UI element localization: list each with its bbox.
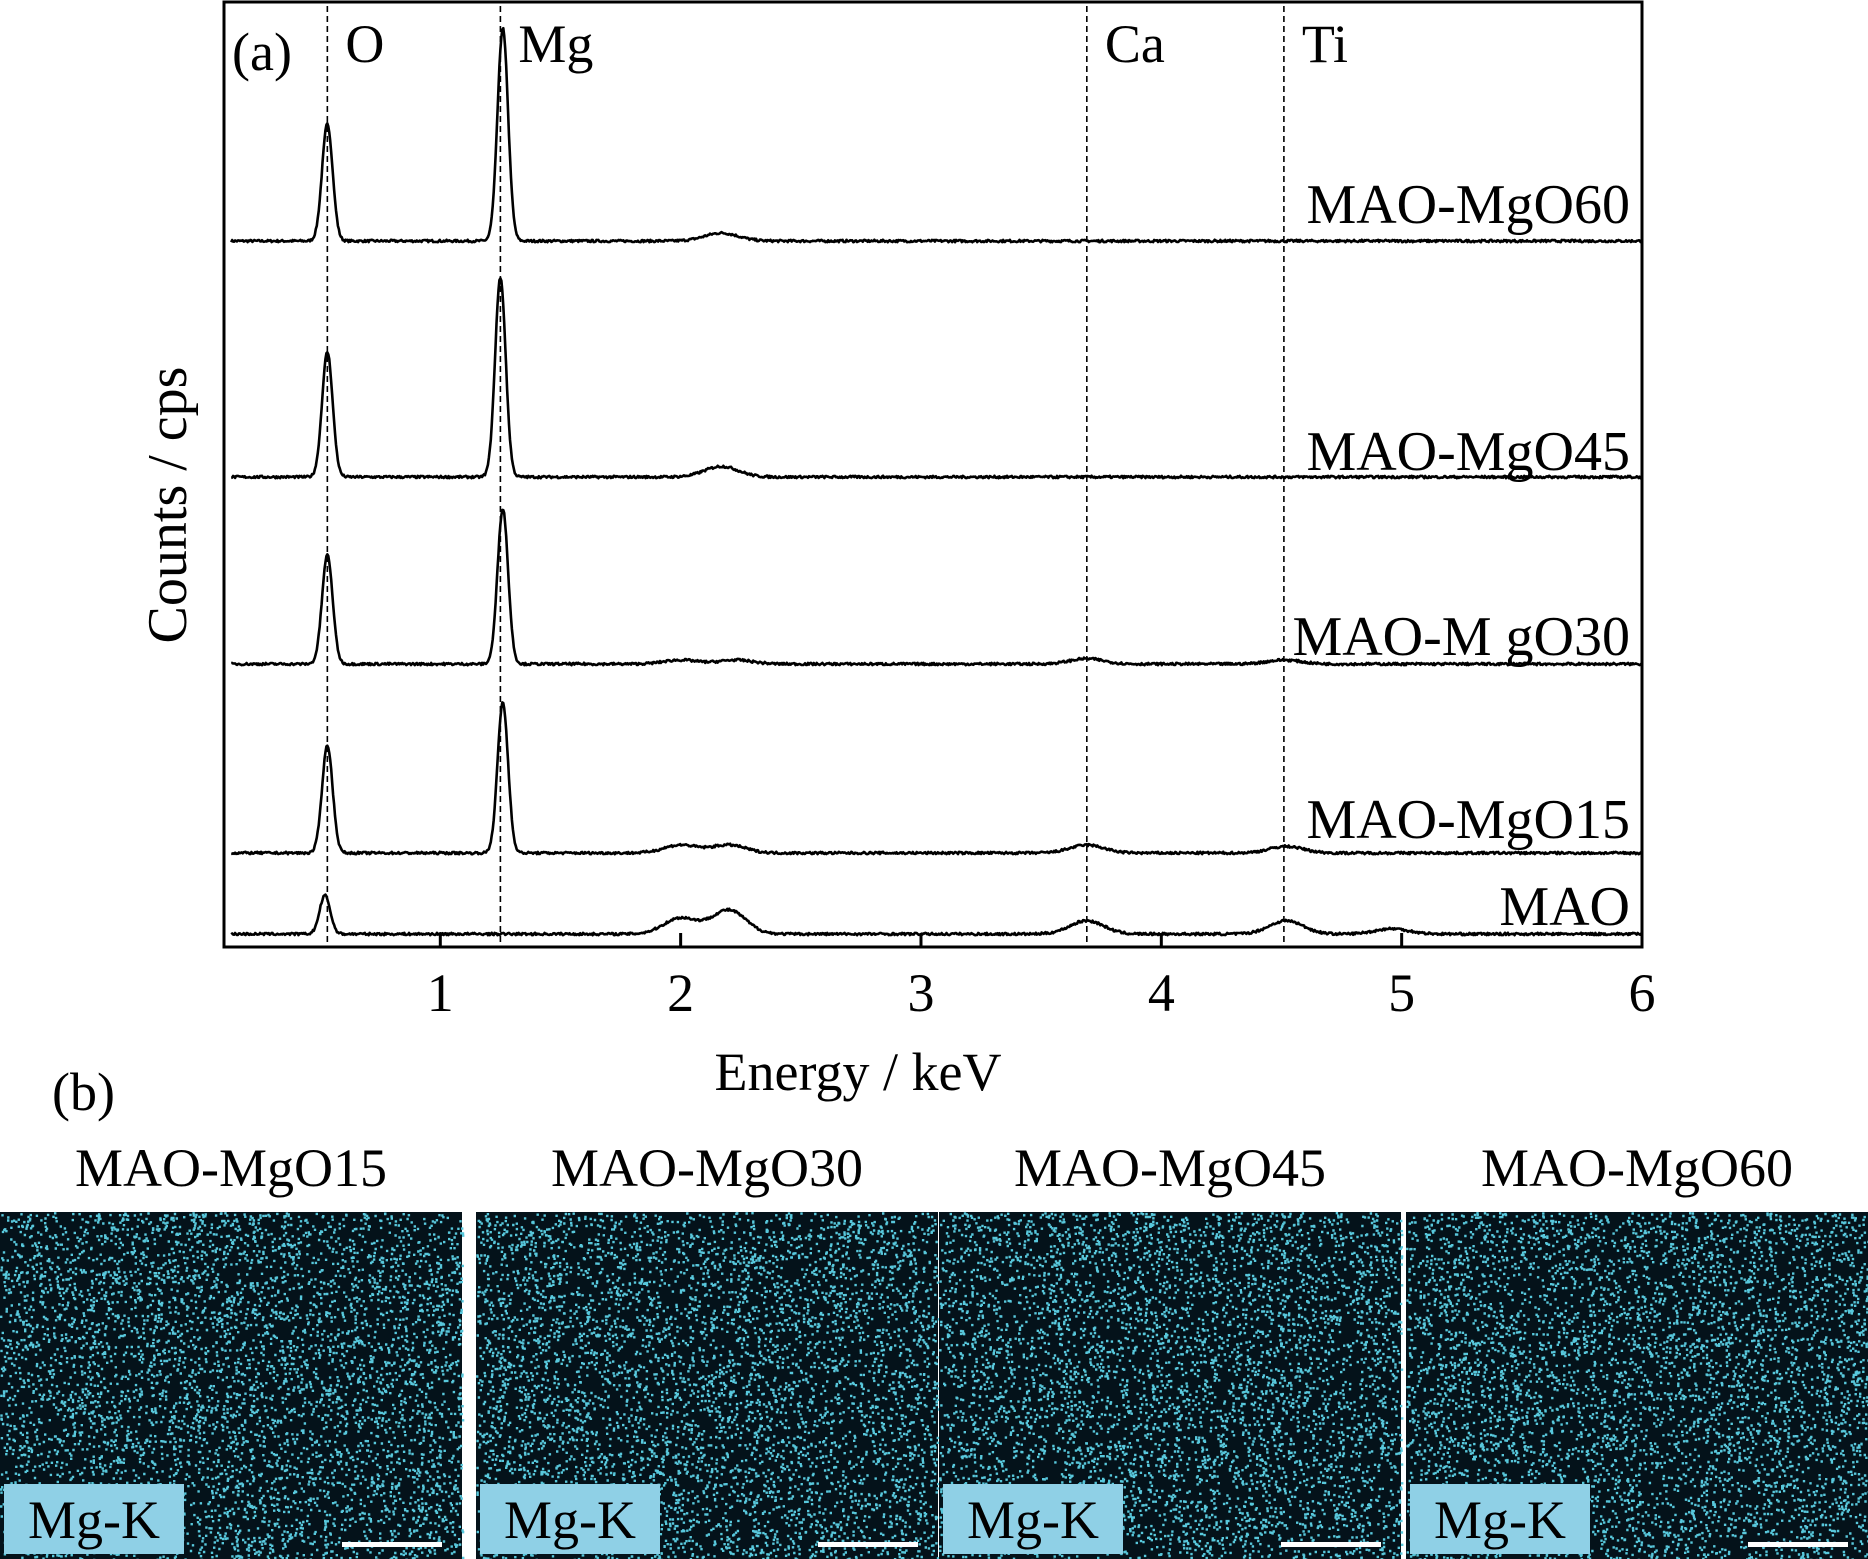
spectrum-line — [230, 26, 1642, 244]
eds-maps-panel: (b) MAO-MgO15Mg-KMAO-MgO30Mg-KMAO-MgO45M… — [0, 1062, 1868, 1559]
scale-bar — [1748, 1542, 1848, 1547]
y-axis-label: Counts / cps — [137, 367, 199, 644]
mg-k-map: MAO-MgO45 Mg-K — [939, 1138, 1404, 1559]
series-label: MAO-MgO60 — [1306, 174, 1630, 236]
x-tick-label: 6 — [1629, 963, 1656, 1023]
element-label-box — [480, 1484, 660, 1554]
scale-bar — [1281, 1542, 1381, 1547]
spectrum-line — [230, 893, 1643, 937]
scale-bar — [342, 1542, 442, 1547]
mg-k-map: MAO-MgO15 Mg-K — [0, 1138, 465, 1559]
series-label: MAO-MgO45 — [1306, 421, 1630, 483]
element-distribution-dots — [0, 1212, 465, 1559]
plot-frame — [222, 0, 1644, 949]
spectrum-line — [230, 277, 1643, 480]
element-label: Mg-K — [967, 1490, 1099, 1550]
spectra-series: MAO-MgO60 MAO-MgO45 MAO-M gO30 MAO-MgO15 MAO — [230, 26, 1643, 938]
mg-k-map: MAO-MgO60 Mg-K — [1406, 1138, 1868, 1559]
series-label: MAO — [1499, 876, 1630, 938]
dot-pattern — [0, 1212, 465, 1559]
reference-line-label: Mg — [518, 14, 593, 74]
series-label: MAO-M gO30 — [1292, 606, 1630, 668]
dot-pattern — [1406, 1212, 1868, 1559]
x-tick-label: 1 — [427, 963, 454, 1023]
dot-pattern — [476, 1212, 941, 1559]
mg-k-maps: MAO-MgO15Mg-KMAO-MgO30Mg-KMAO-MgO45Mg-KM… — [0, 1138, 1868, 1559]
panel-a-label: (a) — [232, 22, 292, 82]
mg-k-map: MAO-MgO30 Mg-K — [476, 1138, 941, 1559]
dot-pattern — [939, 1212, 1404, 1559]
element-distribution-dots — [939, 1212, 1404, 1559]
map-title: MAO-MgO30 — [551, 1138, 863, 1198]
x-tick-label: 4 — [1148, 963, 1175, 1023]
element-distribution-dots — [476, 1212, 941, 1559]
element-label-box — [943, 1484, 1123, 1554]
x-tick-label: 5 — [1388, 963, 1415, 1023]
x-tick-label: 3 — [907, 963, 934, 1023]
element-label: Mg-K — [504, 1490, 636, 1550]
map-title: MAO-MgO45 — [1014, 1138, 1326, 1198]
map-title: MAO-MgO15 — [75, 1138, 387, 1198]
map-title: MAO-MgO60 — [1481, 1138, 1793, 1198]
element-label-box — [1410, 1484, 1590, 1554]
reference-line-label: O — [345, 14, 384, 74]
reference-line-label: Ca — [1105, 14, 1165, 74]
panel-b-label: (b) — [52, 1062, 115, 1122]
element-distribution-dots — [1406, 1212, 1868, 1559]
element-label-box — [4, 1484, 184, 1554]
spectrum-line — [230, 508, 1643, 667]
reference-line-label: Ti — [1302, 14, 1348, 74]
reference-lines: O Mg Ca Ti — [326, 6, 1348, 945]
spectrum-line — [230, 701, 1643, 856]
eds-spectra-panel: (a) O Mg Ca Ti MAO-MgO60 MAO-MgO45 MAO-M gO30… — [137, 0, 1656, 1102]
series-label: MAO-MgO15 — [1306, 789, 1630, 851]
x-axis-label: Energy / keV — [715, 1042, 1002, 1102]
element-label: Mg-K — [28, 1490, 160, 1550]
x-tick-label: 2 — [667, 963, 694, 1023]
x-axis: 1 2 3 4 5 6 — [427, 933, 1656, 1023]
scale-bar — [818, 1542, 918, 1547]
element-label: Mg-K — [1434, 1490, 1566, 1550]
